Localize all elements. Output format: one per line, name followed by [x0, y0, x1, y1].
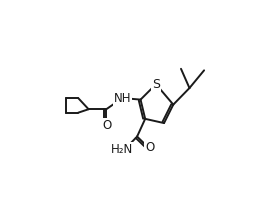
- Text: S: S: [152, 78, 160, 91]
- Text: O: O: [103, 119, 112, 132]
- Text: O: O: [145, 141, 154, 154]
- Text: H₂N: H₂N: [111, 143, 134, 156]
- Text: NH: NH: [114, 92, 131, 105]
